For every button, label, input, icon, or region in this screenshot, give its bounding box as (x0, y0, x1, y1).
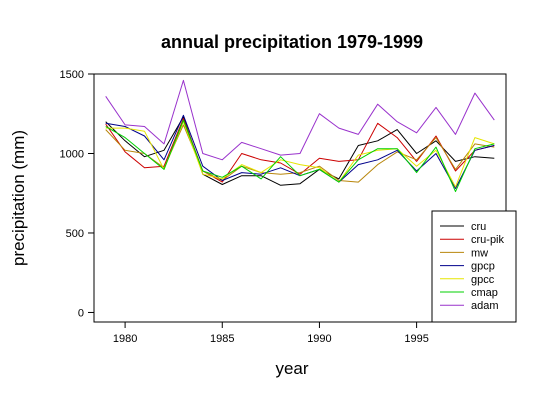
series-line-cmap (105, 119, 495, 193)
x-tick-label: 1985 (210, 333, 234, 345)
y-axis: 0 500 1000 1500 (60, 69, 94, 319)
y-axis-label: precipitation (mm) (9, 130, 28, 266)
legend-label-gpcc: gpcc (471, 274, 495, 286)
legend-box (431, 210, 517, 323)
y-tick-label: 500 (66, 228, 84, 240)
chart-title: annual precipitation 1979-1999 (161, 32, 423, 52)
plot-area (93, 73, 507, 323)
y-tick-label: 0 (78, 307, 84, 319)
legend-label-cru-pik: cru-pik (471, 234, 505, 246)
series-layer (105, 79, 495, 193)
x-tick-label: 1980 (113, 333, 137, 345)
series-line-gpcp (105, 114, 495, 189)
legend-label-mw: mw (471, 247, 488, 259)
x-axis-label: year (275, 359, 308, 378)
legend-label-cmap: cmap (471, 287, 498, 299)
x-axis: 1980 1985 1990 1995 (113, 322, 429, 345)
legend-label-gpcp: gpcp (471, 261, 495, 273)
series-line-adam (105, 79, 495, 161)
y-tick-label: 1000 (60, 148, 84, 160)
legend-label-adam: adam (471, 300, 499, 312)
y-tick-label: 1500 (60, 69, 84, 81)
x-tick-label: 1995 (404, 333, 428, 345)
x-tick-label: 1990 (307, 333, 331, 345)
legend-label-cru: cru (471, 221, 486, 233)
